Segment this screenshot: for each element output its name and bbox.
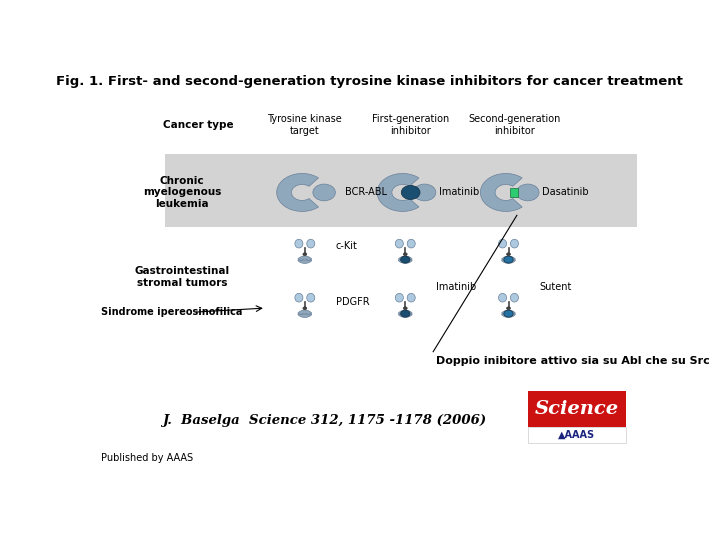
Circle shape <box>400 310 410 317</box>
Ellipse shape <box>295 239 303 248</box>
Ellipse shape <box>408 239 415 248</box>
Circle shape <box>403 253 408 255</box>
Circle shape <box>504 310 513 317</box>
Circle shape <box>401 185 420 199</box>
Text: PDGFR: PDGFR <box>336 297 369 307</box>
Wedge shape <box>377 173 419 212</box>
Wedge shape <box>298 310 312 315</box>
Text: Doppio inibitore attivo sia su Abl che su Src: Doppio inibitore attivo sia su Abl che s… <box>436 356 710 366</box>
Wedge shape <box>298 313 312 318</box>
Ellipse shape <box>498 293 507 302</box>
Circle shape <box>516 184 539 201</box>
Wedge shape <box>398 310 413 315</box>
Wedge shape <box>502 259 516 264</box>
Wedge shape <box>398 256 413 261</box>
Text: Gastrointestinal
stromal tumors: Gastrointestinal stromal tumors <box>135 266 230 288</box>
Text: Sutent: Sutent <box>539 282 572 292</box>
Wedge shape <box>298 256 312 261</box>
Wedge shape <box>502 256 516 261</box>
Text: Chronic
myelogenous
leukemia: Chronic myelogenous leukemia <box>143 176 221 209</box>
Circle shape <box>413 184 436 201</box>
Circle shape <box>303 253 307 255</box>
Text: J.  Baselga  Science 312, 1175 -1178 (2006): J. Baselga Science 312, 1175 -1178 (2006… <box>162 414 487 427</box>
Text: Dasatinib: Dasatinib <box>542 187 589 198</box>
Wedge shape <box>398 259 413 264</box>
Wedge shape <box>480 173 522 212</box>
Bar <box>510 188 518 197</box>
Text: Cancer type: Cancer type <box>163 120 234 130</box>
Text: Sindrome ipereosinofilica: Sindrome ipereosinofilica <box>101 307 243 317</box>
Circle shape <box>507 253 510 255</box>
Circle shape <box>303 307 307 310</box>
Ellipse shape <box>307 293 315 302</box>
Ellipse shape <box>408 293 415 302</box>
Bar <box>166 154 636 227</box>
Text: ▲AAAS: ▲AAAS <box>558 430 595 440</box>
Ellipse shape <box>498 239 507 248</box>
Text: Science: Science <box>535 400 619 418</box>
Text: Imatinib: Imatinib <box>438 187 479 198</box>
Ellipse shape <box>510 293 518 302</box>
Ellipse shape <box>510 239 518 248</box>
Bar <box>528 427 626 443</box>
Text: First-generation
inhibitor: First-generation inhibitor <box>372 114 449 136</box>
Wedge shape <box>298 259 312 264</box>
Circle shape <box>400 256 410 263</box>
Wedge shape <box>502 310 516 315</box>
Wedge shape <box>276 173 318 212</box>
Wedge shape <box>398 313 413 318</box>
Text: c-Kit: c-Kit <box>336 241 357 251</box>
Ellipse shape <box>307 239 315 248</box>
Text: Tyrosine kinase
target: Tyrosine kinase target <box>267 114 342 136</box>
Bar <box>528 391 626 427</box>
Circle shape <box>507 307 510 310</box>
Text: Published by AAAS: Published by AAAS <box>101 453 193 463</box>
Text: Fig. 1. First- and second-generation tyrosine kinase inhibitors for cancer treat: Fig. 1. First- and second-generation tyr… <box>55 75 683 88</box>
Circle shape <box>313 184 336 201</box>
Wedge shape <box>502 313 516 318</box>
Text: Imatinib: Imatinib <box>436 282 476 292</box>
Ellipse shape <box>395 293 403 302</box>
Circle shape <box>403 307 408 310</box>
Text: Second-generation
inhibitor: Second-generation inhibitor <box>468 114 560 136</box>
Circle shape <box>504 256 513 263</box>
Text: BCR-ABL: BCR-ABL <box>345 187 387 198</box>
Ellipse shape <box>295 293 303 302</box>
Ellipse shape <box>395 239 403 248</box>
